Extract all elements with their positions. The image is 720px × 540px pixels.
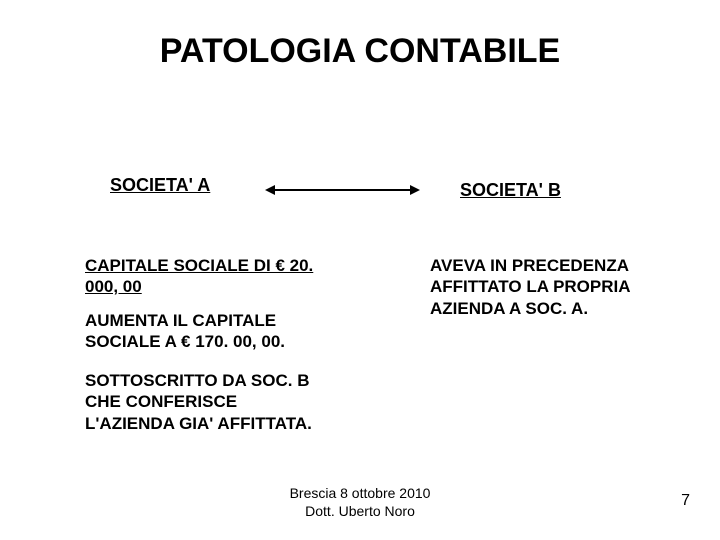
arrow-line bbox=[273, 189, 412, 191]
page-title: PATOLOGIA CONTABILE bbox=[0, 32, 720, 71]
page-number: 7 bbox=[681, 492, 690, 510]
company-a-capital: CAPITALE SOCIALE DI € 20. 000, 00 bbox=[85, 255, 315, 298]
footer-author: Dott. Uberto Noro bbox=[305, 503, 415, 519]
company-b-text: AVEVA IN PRECEDENZA AFFITTATO LA PROPRIA… bbox=[430, 255, 650, 319]
company-a-subscription: SOTTOSCRITTO DA SOC. B CHE CONFERISCE L'… bbox=[85, 370, 315, 434]
company-b-heading: SOCIETA' B bbox=[460, 180, 561, 201]
footer: Brescia 8 ottobre 2010 Dott. Uberto Noro bbox=[0, 484, 720, 520]
company-a-heading: SOCIETA' A bbox=[110, 175, 210, 196]
arrow-right-head-icon bbox=[410, 185, 420, 195]
footer-location-date: Brescia 8 ottobre 2010 bbox=[290, 485, 431, 501]
double-arrow-icon bbox=[265, 185, 420, 195]
company-a-increase: AUMENTA IL CAPITALE SOCIALE A € 170. 00,… bbox=[85, 310, 315, 353]
